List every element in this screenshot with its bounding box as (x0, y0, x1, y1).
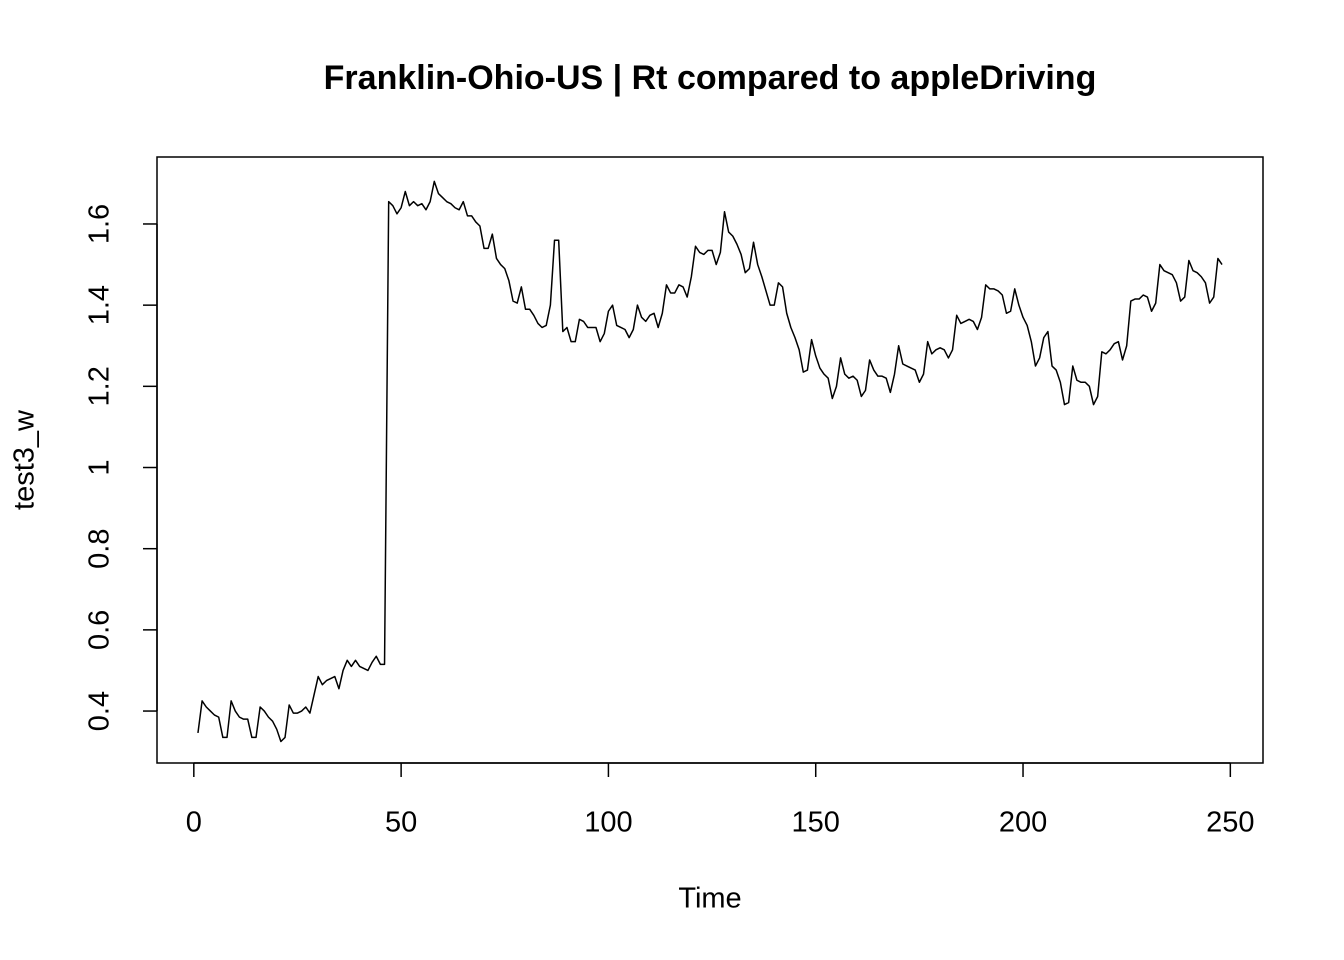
x-tick-label: 50 (385, 807, 417, 839)
x-tick-label: 250 (1206, 807, 1254, 839)
x-tick-label: 0 (186, 807, 202, 839)
y-tick-label: 1.2 (84, 366, 116, 406)
y-tick-label: 0.8 (84, 529, 116, 569)
y-tick-label: 0.6 (84, 610, 116, 650)
y-tick-label: 1.4 (84, 285, 116, 325)
y-tick-label: 0.4 (84, 691, 116, 731)
y-tick-label: 1.6 (84, 204, 116, 244)
x-axis-label: Time (678, 883, 741, 915)
plot-box (156, 156, 1264, 764)
data-line (197, 180, 1223, 743)
y-tick-label: 1 (84, 459, 116, 475)
chart-title: Franklin-Ohio-US | Rt compared to appleD… (324, 59, 1097, 97)
x-tick-label: 150 (792, 807, 840, 839)
y-axis-label: test3_w (9, 409, 41, 510)
x-tick-label: 200 (999, 807, 1047, 839)
x-tick-label: 100 (584, 807, 632, 839)
